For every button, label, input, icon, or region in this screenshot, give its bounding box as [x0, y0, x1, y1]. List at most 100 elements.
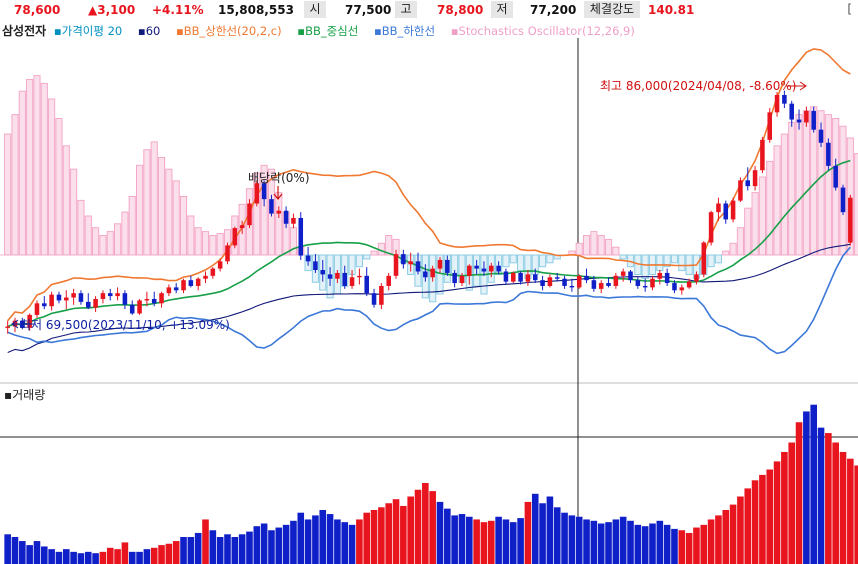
candle-body	[774, 94, 780, 113]
candle-body	[804, 110, 809, 123]
volume-bar	[312, 515, 319, 564]
candle-body	[115, 293, 120, 297]
stochastic-bar	[33, 75, 41, 256]
volume-bar	[773, 461, 781, 564]
stochastic-bar	[11, 114, 19, 256]
dividend-annotation: 배당락(0%)	[248, 171, 310, 185]
candle-body	[247, 203, 252, 226]
volume-bar	[55, 551, 63, 564]
stochastic-bar	[48, 98, 56, 256]
volume-bar	[363, 512, 371, 564]
volume-bar	[671, 528, 678, 564]
volume-bar	[509, 522, 517, 564]
candle-body	[56, 294, 62, 301]
ma60-line	[7, 243, 851, 354]
candle-body	[576, 275, 582, 288]
candle-body	[745, 180, 751, 187]
change-percent: +4.11%	[152, 3, 204, 17]
legend-area	[0, 20, 858, 38]
stochastic-bar	[106, 231, 114, 256]
candle-body	[291, 217, 296, 224]
volume-bar	[466, 516, 473, 564]
volume-bar	[458, 514, 466, 564]
volume-bar	[487, 520, 495, 564]
volume-bar	[128, 551, 136, 564]
high-label: 고	[395, 1, 417, 18]
open-price: 77,500	[345, 3, 392, 17]
volume-panel-label: ▪거래량	[4, 388, 46, 402]
strength-label: 체결강도	[584, 1, 640, 18]
volume-bar	[715, 515, 722, 564]
volume-bar	[246, 531, 253, 564]
volume-bar	[685, 532, 693, 564]
legend-stochastic[interactable]: ▪Stochastics Oscillator(12,26,9)	[450, 24, 635, 38]
volume-bar	[663, 524, 671, 564]
candle-body	[760, 139, 765, 171]
volume-bar	[759, 474, 766, 564]
legend-disparity60[interactable]: ▪60	[137, 24, 161, 38]
candle-body	[298, 217, 304, 256]
stochastic-bar	[758, 176, 766, 256]
candle-body	[826, 142, 831, 166]
candle-body	[730, 200, 736, 220]
last-price: 78,600	[14, 3, 61, 17]
legend-bb-upper[interactable]: ▪BB_상한선(20,2,c)	[175, 24, 282, 38]
stochastic-bar	[363, 254, 371, 260]
volume-bar	[817, 427, 825, 564]
stochastic-bar	[4, 133, 12, 256]
volume-bar	[781, 451, 788, 564]
candle-body	[540, 280, 545, 286]
volume-bar	[19, 541, 26, 564]
volume-bar	[553, 507, 561, 564]
stochastic-bar	[18, 90, 26, 256]
volume-bar	[597, 523, 605, 564]
candle-body	[386, 275, 391, 286]
stochastic-bar	[143, 149, 151, 256]
stochastic-bar	[260, 164, 268, 256]
stochastic-bar	[773, 145, 781, 256]
volume-bar	[473, 519, 480, 564]
candle-body	[379, 285, 384, 305]
volume-bar	[216, 537, 224, 564]
volume-bar	[612, 519, 620, 564]
stochastic-bar	[172, 180, 180, 256]
low-annotation: 최저 69,500(2023/11/10, +13.09%)	[20, 318, 230, 332]
legend-bb-middle[interactable]: ▪BB_중심선	[297, 24, 359, 38]
volume-bar	[11, 537, 19, 564]
stochastic-bar	[707, 254, 715, 268]
volume-bar	[282, 524, 290, 564]
stochastic-bar	[509, 254, 517, 264]
candle-body	[34, 303, 40, 315]
volume-bar	[788, 442, 796, 564]
stochastic-bar	[135, 164, 144, 256]
candle-body	[796, 119, 802, 123]
volume-bar	[194, 532, 202, 564]
volume-bar	[795, 422, 803, 564]
volume-bar	[106, 547, 114, 564]
low-arrow	[11, 319, 34, 329]
candle-body	[144, 298, 150, 301]
candle-body	[93, 298, 98, 308]
volume-bar	[627, 520, 634, 564]
volume-bar	[400, 505, 407, 564]
bb-lower-line	[7, 246, 851, 355]
stochastic-bar	[385, 235, 393, 256]
candle-body	[664, 272, 670, 284]
candle-body	[100, 293, 106, 299]
volume-bar	[334, 519, 341, 564]
volume-bar	[737, 496, 744, 564]
candle-body	[686, 281, 692, 288]
legend-bb-lower[interactable]: ▪BB_하한선	[374, 24, 436, 38]
stochastic-bar	[670, 254, 679, 264]
legend-disparity20[interactable]: ▪가격이평 20	[53, 24, 123, 38]
volume-bar	[253, 526, 261, 564]
stochastic-bar	[355, 254, 363, 268]
candle-body	[584, 275, 589, 281]
candle-body	[423, 271, 428, 278]
stochastic-bar	[253, 172, 261, 256]
stochastic-bar	[641, 254, 649, 279]
volume-bar	[854, 465, 858, 564]
candle-body	[137, 300, 142, 314]
stochastic-bar	[187, 215, 195, 256]
